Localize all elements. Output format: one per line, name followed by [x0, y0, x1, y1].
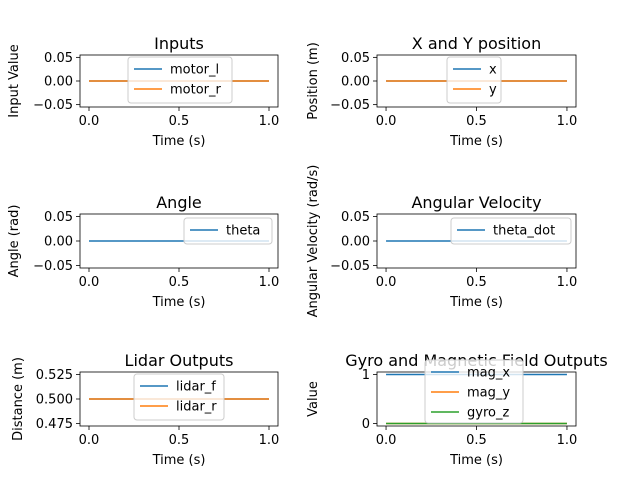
- x-axis-label: Time (s): [152, 453, 206, 468]
- x-tick-label: 0.0: [376, 433, 397, 448]
- x-tick-label: 0.5: [466, 114, 487, 129]
- subplot-1: Inputs 0.0 0.5 1.0 0.05 0.00 −0.05 Time (s) Inpu…: [7, 34, 279, 149]
- x-tick-label: 1.0: [557, 433, 578, 448]
- y-tick-label: 0.05: [44, 51, 73, 66]
- legend-box: [183, 217, 273, 245]
- x-tick-label: 0.0: [79, 275, 100, 290]
- x-tick-label: 1.0: [557, 275, 578, 290]
- y-axis-label: Value: [306, 381, 321, 417]
- legend-label: theta_dot: [493, 224, 555, 239]
- y-tick-label: 0.05: [44, 210, 73, 225]
- y-tick-label: 0: [362, 417, 370, 432]
- x-tick-label: 0.5: [169, 114, 190, 129]
- subplot-5: Lidar Outputs 0.0 0.5 1.0 0.525 0.500 0.475 Tim…: [11, 351, 279, 468]
- y-tick-label: 0.05: [341, 51, 370, 66]
- y-tick-label: 1: [362, 368, 370, 383]
- subplot-title: X and Y position: [412, 34, 541, 53]
- x-tick-label: 0.0: [376, 275, 397, 290]
- subplot-4: Angular Velocity 0.0 0.5 1.0 0.05 0.00 −0.05 Ti…: [306, 165, 577, 318]
- x-tick-label: 1.0: [259, 433, 280, 448]
- legend-label: motor_l: [170, 63, 219, 78]
- x-axis-label: Time (s): [152, 295, 206, 310]
- y-tick-label: 0.500: [36, 393, 73, 408]
- y-tick-label: 0.475: [36, 417, 73, 432]
- x-tick-label: 1.0: [259, 114, 280, 129]
- subplot-title: Angular Velocity: [411, 193, 541, 212]
- legend-label: lidar_f: [176, 380, 216, 395]
- y-tick-label: 0.00: [44, 75, 73, 90]
- legend-label: y: [489, 83, 497, 98]
- y-tick-label: 0.00: [44, 235, 73, 250]
- x-tick-label: 1.0: [557, 114, 578, 129]
- x-axis-label: Time (s): [449, 295, 503, 310]
- x-axis-label: Time (s): [152, 134, 206, 149]
- legend-label: mag_x: [467, 366, 510, 381]
- x-tick-label: 0.5: [169, 275, 190, 290]
- y-tick-label: −0.05: [33, 259, 73, 274]
- legend-label: motor_r: [170, 83, 222, 98]
- y-tick-label: 0.00: [341, 235, 370, 250]
- subplot-6: Gyro and Magnetic Field Outputs0.00.51.0…: [306, 351, 608, 468]
- legend-box: [424, 359, 524, 424]
- legend-label: x: [489, 63, 497, 78]
- x-tick-label: 0.5: [466, 275, 487, 290]
- subplot-title: Angle: [156, 193, 202, 212]
- legend-label: gyro_z: [467, 406, 509, 421]
- legend: theta_dot: [450, 217, 572, 245]
- legend: xy: [446, 56, 502, 104]
- legend: motor_l motor_r: [127, 56, 233, 104]
- legend-box: [450, 217, 572, 245]
- x-axis-label: Time (s): [449, 453, 503, 468]
- y-tick-label: 0.05: [341, 210, 370, 225]
- y-axis-label: Angle (rad): [7, 205, 22, 278]
- x-tick-label: 0.5: [169, 433, 190, 448]
- legend-label: theta: [226, 224, 260, 239]
- y-axis-label: Angular Velocity (rad/s): [306, 165, 321, 318]
- legend-label: lidar_r: [176, 400, 217, 415]
- y-tick-label: −0.05: [330, 98, 370, 113]
- y-tick-label: −0.05: [330, 259, 370, 274]
- subplot-2: X and Y position 0.0 0.5 1.0 0.05 0.00 −0.05 Ti…: [306, 34, 577, 149]
- y-tick-label: 0.525: [36, 368, 73, 383]
- legend-label: mag_y: [467, 386, 510, 401]
- y-axis-label: Distance (m): [11, 357, 26, 441]
- legend: mag_x mag_y gyro_z: [424, 359, 524, 424]
- y-tick-label: −0.05: [33, 98, 73, 113]
- legend: lidar_f lidar_r: [133, 373, 225, 421]
- x-tick-label: 1.0: [259, 275, 280, 290]
- x-tick-label: 0.0: [376, 114, 397, 129]
- legend: theta: [183, 217, 273, 245]
- x-tick-label: 0.5: [466, 433, 487, 448]
- subplot-title: Inputs: [154, 34, 204, 53]
- y-axis-label: Input Value: [7, 44, 22, 118]
- x-axis-label: Time (s): [449, 134, 503, 149]
- x-tick-label: 0.0: [79, 114, 100, 129]
- y-axis-label: Position (m): [306, 42, 321, 120]
- y-tick-label: 0.00: [341, 75, 370, 90]
- x-tick-label: 0.0: [79, 433, 100, 448]
- subplot-3: Angle 0.0 0.5 1.0 0.05 0.00 −0.05 Time (s) Angle…: [7, 193, 279, 310]
- subplot-title: Lidar Outputs: [125, 351, 234, 370]
